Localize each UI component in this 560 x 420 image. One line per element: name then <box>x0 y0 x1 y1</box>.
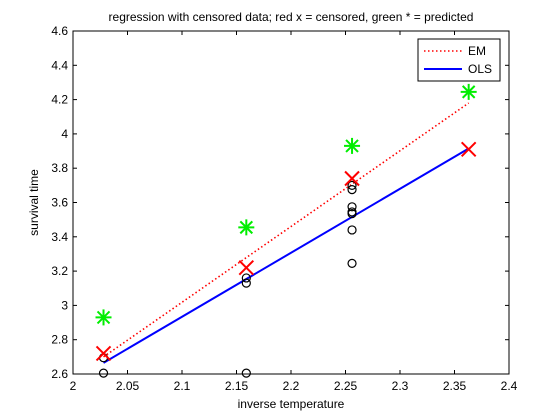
data-point-censored <box>238 259 255 276</box>
y-tick-label: 3 <box>61 298 68 312</box>
data-point-observed <box>347 258 357 268</box>
legend-label-ols: OLS <box>468 62 492 76</box>
x-tick-label: 2.3 <box>392 379 409 393</box>
censored-mark-stroke <box>344 170 360 187</box>
data-point-observed <box>241 368 251 378</box>
predicted-mark-stroke <box>461 85 476 99</box>
predicted-mark-stroke <box>96 310 111 325</box>
data-point-observed <box>347 180 357 190</box>
series-line-ols <box>103 147 470 364</box>
data-point-censored <box>344 170 360 187</box>
x-tick-label: 2.4 <box>501 379 518 393</box>
y-tick-label: 2.8 <box>51 333 68 347</box>
x-tick-label: 2.1 <box>174 379 191 393</box>
x-tick-label: 2.35 <box>443 379 467 393</box>
predicted-mark-stroke <box>239 220 254 235</box>
x-tick-label: 2.2 <box>283 379 300 393</box>
x-tick-label: 2.05 <box>116 379 140 393</box>
x-tick-label: 2 <box>70 379 77 393</box>
plot-area <box>72 30 510 375</box>
x-tick-label: 2.15 <box>225 379 249 393</box>
censored-mark-stroke <box>95 345 112 362</box>
data-point-censored <box>460 141 477 158</box>
y-tick-label: 2.6 <box>51 367 68 381</box>
censored-mark-stroke <box>238 259 255 276</box>
y-tick-label: 3.2 <box>51 264 68 278</box>
legend: EM OLS <box>417 38 501 82</box>
y-tick-label: 3.4 <box>51 230 68 244</box>
data-point-observed <box>347 225 357 235</box>
y-tick-label: 3.6 <box>51 196 68 210</box>
data-point-predicted <box>460 83 477 100</box>
data-point-observed <box>241 278 251 288</box>
data-point-censored <box>95 345 112 362</box>
legend-label-em: EM <box>468 44 486 58</box>
y-tick-label: 4 <box>61 127 68 141</box>
chart-title: regression with censored data; red x = c… <box>109 10 474 24</box>
censored-mark-stroke <box>460 141 477 158</box>
y-tick-label: 4.4 <box>51 58 68 72</box>
data-point-observed <box>98 368 109 378</box>
y-axis-label: survival time <box>27 169 41 236</box>
predicted-mark-stroke <box>345 139 359 153</box>
y-tick-label: 4.2 <box>51 93 68 107</box>
data-point-predicted <box>95 309 112 326</box>
x-axis-label: inverse temperature <box>238 397 345 411</box>
data-point-observed <box>347 202 357 212</box>
legend-box <box>417 38 501 82</box>
data-point-observed <box>347 209 357 219</box>
x-tick-label: 2.25 <box>334 379 358 393</box>
data-point-predicted <box>238 219 255 236</box>
y-tick-label: 4.6 <box>51 24 68 38</box>
data-point-observed <box>241 273 251 283</box>
y-tick-label: 3.8 <box>51 161 68 175</box>
data-point-observed <box>347 185 357 195</box>
data-point-predicted <box>344 137 361 154</box>
